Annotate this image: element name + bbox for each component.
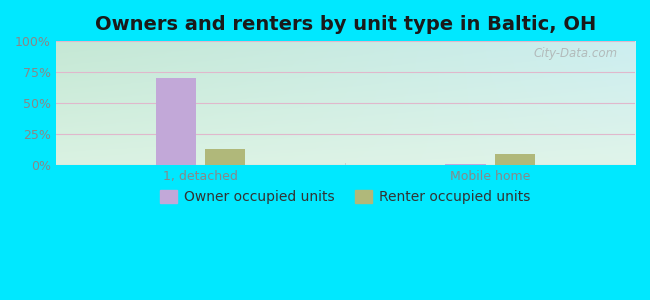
Title: Owners and renters by unit type in Baltic, OH: Owners and renters by unit type in Balti…	[95, 15, 596, 34]
Legend: Owner occupied units, Renter occupied units: Owner occupied units, Renter occupied un…	[155, 185, 536, 210]
Bar	[495, 154, 535, 165]
Bar	[155, 78, 196, 165]
Bar	[445, 164, 486, 165]
Bar	[205, 149, 246, 165]
Text: City-Data.com: City-Data.com	[534, 47, 618, 60]
